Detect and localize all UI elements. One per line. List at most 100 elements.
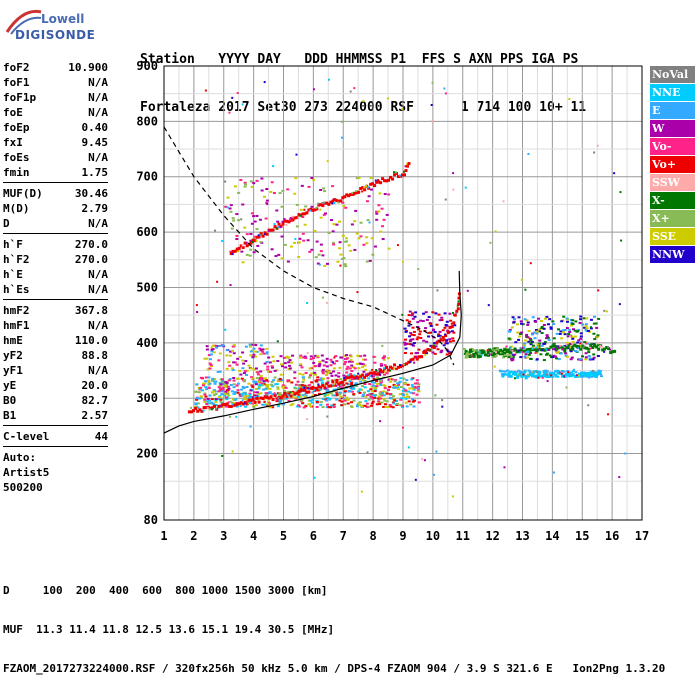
echo-point	[217, 404, 221, 408]
echo-point	[498, 369, 502, 372]
echo-point	[259, 348, 263, 351]
echo-point	[476, 355, 480, 359]
echo-point	[383, 403, 387, 406]
echo-point	[294, 237, 297, 240]
echo-point	[325, 391, 329, 394]
echo-point	[195, 383, 199, 386]
echo-point	[221, 454, 224, 457]
echo-point	[271, 385, 275, 388]
echo-point	[401, 426, 404, 429]
param-name: hmE	[3, 334, 23, 347]
echo-point	[225, 402, 229, 406]
param-row: M(D) 2.79	[3, 201, 108, 216]
echo-point	[325, 301, 328, 304]
echo-point	[322, 213, 326, 216]
echo-point	[553, 355, 557, 358]
echo-point	[315, 405, 319, 408]
echo-point	[232, 344, 236, 347]
echo-point	[545, 334, 549, 337]
y-tick-label: 700	[136, 170, 158, 184]
echo-point	[359, 221, 363, 224]
echo-point	[250, 222, 254, 225]
echo-point	[221, 397, 225, 400]
echo-point	[303, 212, 307, 216]
echo-point	[404, 169, 408, 173]
param-row: foEs N/A	[3, 150, 108, 165]
echo-point	[251, 396, 254, 399]
echo-point	[293, 216, 297, 220]
echo-point	[340, 383, 344, 386]
echo-point	[238, 393, 242, 396]
echo-point	[351, 366, 355, 369]
echo-point	[549, 327, 553, 330]
echo-point	[264, 387, 268, 390]
param-name: h`F2	[3, 253, 30, 266]
echo-point	[392, 402, 396, 405]
plot-frame	[163, 65, 643, 521]
echo-point	[584, 356, 588, 359]
echo-point	[411, 377, 415, 380]
echo-point	[412, 330, 416, 333]
echo-point	[387, 378, 390, 381]
echo-point	[439, 338, 443, 342]
echo-point	[224, 328, 227, 331]
echo-point	[579, 347, 583, 351]
echo-point	[362, 100, 365, 103]
echo-point	[593, 344, 597, 348]
echo-point	[273, 225, 277, 229]
echo-point	[529, 339, 533, 342]
echo-point	[253, 394, 257, 397]
echo-point	[252, 405, 256, 408]
echo-point	[578, 321, 582, 324]
echo-point	[445, 342, 449, 345]
echo-point	[470, 347, 474, 350]
echo-point	[249, 399, 253, 403]
echo-point	[412, 405, 416, 408]
echo-point	[584, 352, 588, 355]
echo-point	[586, 329, 590, 332]
echo-point	[456, 304, 459, 307]
echo-point	[373, 184, 377, 188]
echo-point	[206, 368, 210, 371]
echo-point	[280, 257, 284, 260]
echo-point	[243, 370, 247, 373]
echo-point	[545, 337, 549, 340]
param-value: 2.79	[81, 202, 109, 215]
echo-point	[247, 396, 251, 399]
echo-point	[571, 340, 575, 343]
echo-point	[259, 241, 263, 244]
echo-point	[262, 388, 266, 391]
echo-point	[618, 303, 621, 306]
echo-point	[554, 370, 558, 373]
echo-point	[333, 383, 336, 386]
echo-point	[395, 399, 399, 402]
echo-point	[343, 363, 347, 366]
echo-point	[303, 208, 306, 211]
echo-point	[331, 370, 335, 373]
y-tick-label: 400	[136, 336, 158, 350]
echo-point	[276, 220, 280, 223]
echo-point	[225, 389, 229, 392]
echo-point	[556, 371, 560, 375]
echo-point	[299, 354, 303, 357]
echo-point	[411, 326, 415, 329]
echo-point	[517, 316, 521, 319]
echo-point	[210, 408, 213, 411]
echo-point	[340, 120, 343, 123]
echo-point	[251, 385, 255, 388]
echo-point	[385, 372, 389, 375]
echo-point	[344, 265, 348, 268]
echo-point	[245, 374, 249, 377]
x-tick-label: 14	[545, 529, 559, 543]
echo-point	[352, 387, 356, 390]
echo-point	[301, 212, 305, 216]
echo-point	[343, 263, 347, 266]
echo-point	[198, 408, 202, 412]
echo-point	[295, 203, 299, 206]
echo-point	[219, 405, 222, 408]
echo-point	[442, 344, 446, 347]
echo-point	[236, 377, 240, 380]
x-tick-label: 12	[485, 529, 499, 543]
echo-point	[530, 341, 534, 344]
echo-point	[383, 370, 387, 373]
